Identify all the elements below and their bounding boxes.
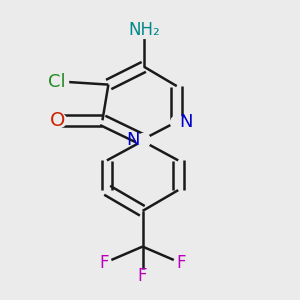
Text: F: F xyxy=(176,254,186,272)
Text: F: F xyxy=(99,254,109,272)
Text: NH₂: NH₂ xyxy=(128,21,160,39)
Text: Cl: Cl xyxy=(48,73,65,91)
Text: F: F xyxy=(138,267,147,285)
Text: O: O xyxy=(50,111,65,130)
Text: N: N xyxy=(180,113,193,131)
Text: N: N xyxy=(126,130,140,148)
